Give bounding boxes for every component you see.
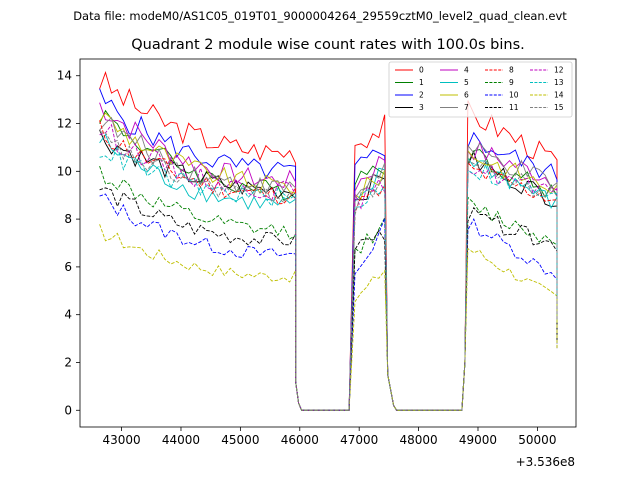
series-line-2 [99,88,558,411]
x-tick-label-48000: 48000 [399,433,437,447]
series-line-10 [99,193,558,411]
y-tick-label-0: 0 [64,403,72,417]
y-axis: 0 2 4 6 8 10 12 14 [57,69,80,417]
legend-label-5: 5 [464,78,469,87]
series-line-14 [99,224,558,411]
y-tick-label-2: 2 [64,355,72,369]
x-tick-label-50000: 50000 [518,433,556,447]
legend-label-8: 8 [509,66,514,75]
legend-label-12: 12 [554,66,564,75]
x-tick-label-46000: 46000 [281,433,319,447]
y-tick-label-6: 6 [64,260,72,274]
series-line-9 [99,165,558,411]
legend-label-6: 6 [464,91,469,100]
x-offset-label: +3.536e8 [516,455,575,469]
plot-frame [79,58,577,428]
x-tick-label-47000: 47000 [340,433,378,447]
legend-label-3: 3 [419,103,424,112]
x-tick-label-43000: 43000 [102,433,140,447]
series-line-11 [99,187,558,411]
chart-suptitle: Data file: modeM0/AS1C05_019T01_90000042… [73,9,567,23]
x-tick-label-49000: 49000 [459,433,497,447]
legend-box [388,61,573,118]
y-tick-label-8: 8 [64,212,72,226]
legend-label-10: 10 [509,91,519,100]
series-line-4 [99,102,558,411]
y-tick-label-10: 10 [57,164,72,178]
series-line-0 [99,71,558,411]
y-tick-label-14: 14 [57,69,72,83]
legend-label-7: 7 [464,103,469,112]
series-line-15 [99,131,558,411]
x-tick-label-45000: 45000 [221,433,259,447]
legend-label-14: 14 [554,91,564,100]
chart-title: Quadrant 2 module wise count rates with … [131,37,525,53]
x-axis: 43000 44000 45000 46000 47000 48000 49000 50000 [102,427,556,447]
series-line-5 [99,133,558,411]
legend-label-15: 15 [554,103,564,112]
legend-label-0: 0 [419,66,424,75]
y-tick-label-4: 4 [64,308,72,322]
plot-area [79,58,577,428]
legend-label-1: 1 [419,78,424,87]
legend-label-2: 2 [419,91,424,100]
legend-label-4: 4 [464,66,469,75]
series-line-7 [99,116,558,411]
legend-label-9: 9 [509,78,514,87]
x-tick-label-44000: 44000 [162,433,200,447]
y-tick-label-12: 12 [57,117,72,131]
legend-label-13: 13 [554,78,564,87]
legend-label-11: 11 [509,103,519,112]
